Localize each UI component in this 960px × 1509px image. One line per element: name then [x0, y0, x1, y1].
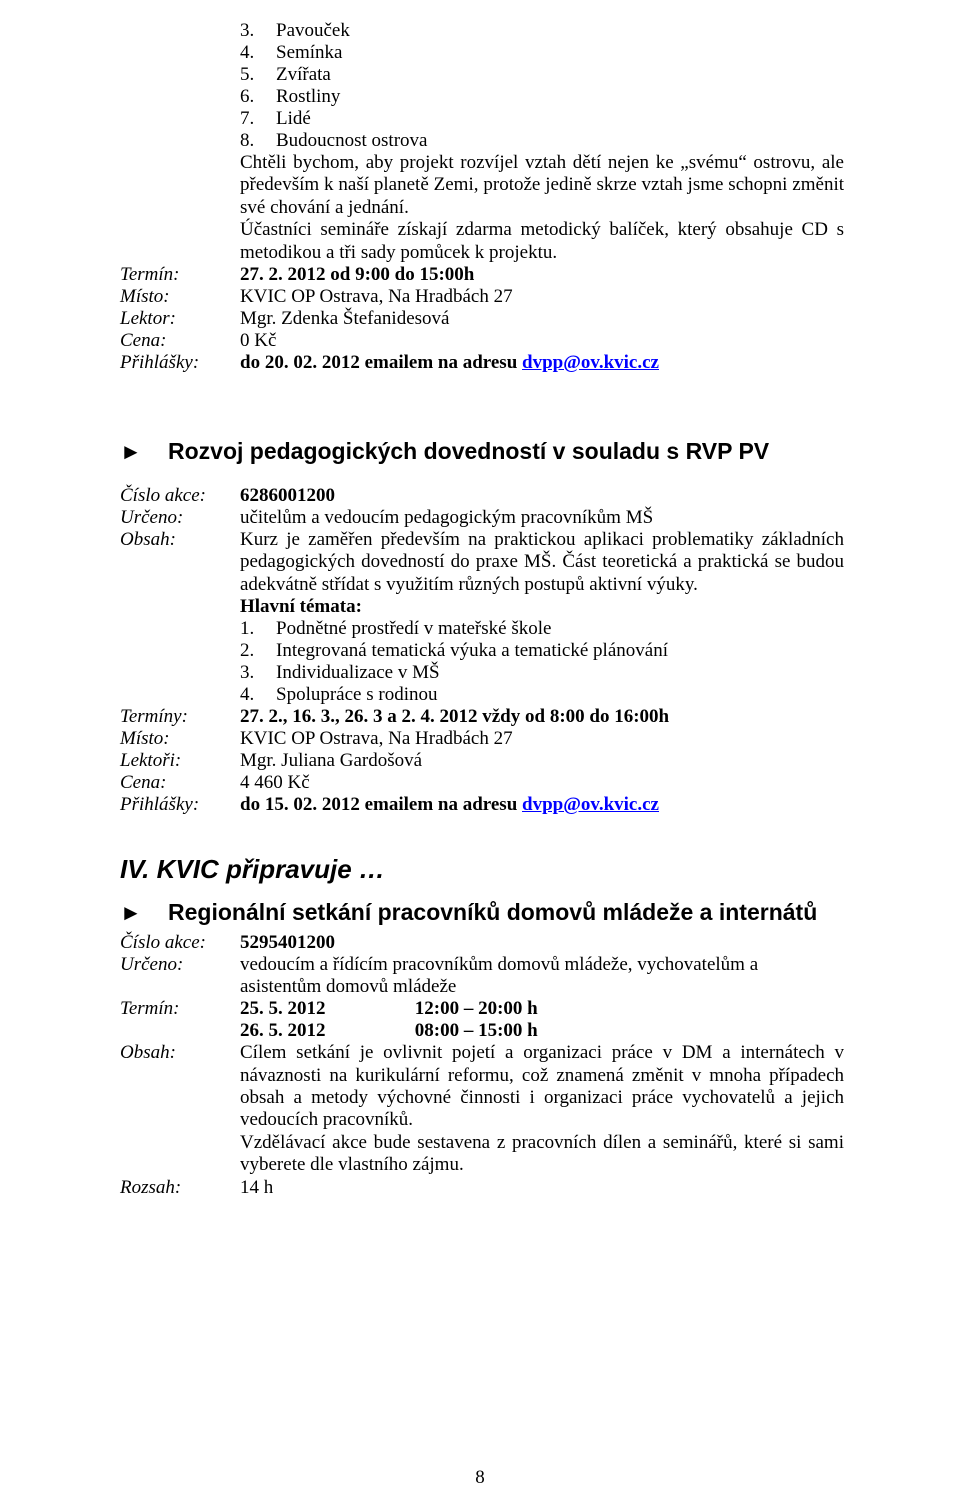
termin-date: 25. 5. 2012	[240, 998, 410, 1020]
field-label-lektor: Lektor:	[120, 308, 240, 330]
field-value-obsah-p2: Vzdělávací akce bude sestavena z pracovn…	[120, 1132, 844, 1177]
field-value-prihlasky: do 15. 02. 2012 emailem na adresu dvpp@o…	[240, 794, 844, 816]
topic-list: 3.Pavouček 4.Semínka 5.Zvířata 6.Rostlin…	[120, 20, 844, 152]
field-value-misto: KVIC OP Ostrava, Na Hradbách 27	[240, 728, 844, 750]
list-text: Spolupráce s rodinou	[276, 684, 844, 706]
list-text: Podnětné prostředí v mateřské škole	[276, 618, 844, 640]
list-num: 2.	[240, 640, 276, 662]
field-label-cena: Cena:	[120, 330, 240, 352]
field-label-prihlasky: Přihlášky:	[120, 352, 240, 374]
list-text: Semínka	[276, 42, 844, 64]
field-value-terminy: 27. 2., 16. 3., 26. 3 a 2. 4. 2012 vždy …	[240, 706, 844, 728]
prihlasky-prefix: do 15. 02. 2012 emailem na adresu	[240, 794, 522, 815]
field-value-misto: KVIC OP Ostrava, Na Hradbách 27	[240, 286, 844, 308]
field-label-rozsah: Rozsah:	[120, 1177, 240, 1199]
list-text: Lidé	[276, 108, 844, 130]
field-label-termin: Termín:	[120, 998, 240, 1020]
field-value-termin: 27. 2. 2012 od 9:00 do 15:00h	[240, 264, 844, 286]
prihlasky-prefix: do 20. 02. 2012 emailem na adresu	[240, 352, 522, 373]
hlavni-temata-list: 1.Podnětné prostředí v mateřské škole 2.…	[120, 618, 844, 706]
field-value-obsah: Kurz je zaměřen především na praktickou …	[240, 529, 844, 596]
field-label-obsah: Obsah:	[120, 1042, 240, 1064]
section-title: IV. KVIC připravuje …	[120, 854, 844, 885]
event-title: Rozvoj pedagogických dovedností v soulad…	[168, 438, 769, 465]
field-value-cena: 4 460 Kč	[240, 772, 844, 794]
field-value-termin-row: 26. 5. 2012 08:00 – 15:00 h	[240, 1020, 844, 1042]
list-text: Budoucnost ostrova	[276, 130, 844, 152]
list-num: 4.	[240, 684, 276, 706]
field-label-terminy: Termíny:	[120, 706, 240, 728]
event-title: Regionální setkání pracovníků domovů mlá…	[168, 899, 817, 926]
field-value-obsah-p1: Cílem setkání je ovlivnit pojetí a organ…	[240, 1042, 844, 1132]
list-num: 3.	[240, 20, 276, 42]
field-value-termin-row: 25. 5. 2012 12:00 – 20:00 h	[240, 998, 844, 1020]
list-num: 6.	[240, 86, 276, 108]
field-value-cislo: 5295401200	[240, 932, 844, 954]
termin-date: 26. 5. 2012	[240, 1020, 410, 1042]
field-value-urceno: učitelům a vedoucím pedagogickým pracovn…	[240, 507, 844, 529]
email-link[interactable]: dvpp@ov.kvic.cz	[522, 352, 659, 373]
hlavni-temata-label: Hlavní témata:	[120, 596, 844, 618]
field-value-cena: 0 Kč	[240, 330, 844, 352]
page-number: 8	[0, 1467, 960, 1489]
list-num: 1.	[240, 618, 276, 640]
email-link[interactable]: dvpp@ov.kvic.cz	[522, 794, 659, 815]
field-label-urceno: Určeno:	[120, 507, 240, 529]
list-text: Integrovaná tematická výuka a tematické …	[276, 640, 844, 662]
arrow-icon: ►	[120, 439, 168, 465]
field-label-cislo: Číslo akce:	[120, 485, 240, 507]
list-num: 4.	[240, 42, 276, 64]
list-num: 8.	[240, 130, 276, 152]
field-label-lektori: Lektoři:	[120, 750, 240, 772]
field-value-lektor: Mgr. Zdenka Štefanidesová	[240, 308, 844, 330]
arrow-icon: ►	[120, 900, 168, 926]
field-label-misto: Místo:	[120, 728, 240, 750]
field-label-obsah: Obsah:	[120, 529, 240, 551]
list-text: Individualizace v MŠ	[276, 662, 844, 684]
list-text: Zvířata	[276, 64, 844, 86]
termin-time: 08:00 – 15:00 h	[415, 1020, 538, 1041]
field-label-prihlasky: Přihlášky:	[120, 794, 240, 816]
field-label-urceno: Určeno:	[120, 954, 240, 976]
list-text: Rostliny	[276, 86, 844, 108]
field-value-cislo: 6286001200	[240, 485, 844, 507]
list-num: 3.	[240, 662, 276, 684]
field-label-termin: Termín:	[120, 264, 240, 286]
field-label-cena: Cena:	[120, 772, 240, 794]
field-value-urceno: vedoucím a řídícím pracovníkům domovů ml…	[240, 954, 844, 998]
field-value-prihlasky: do 20. 02. 2012 emailem na adresu dvpp@o…	[240, 352, 844, 374]
list-num: 7.	[240, 108, 276, 130]
intro-paragraph-1: Chtěli bychom, aby projekt rozvíjel vzta…	[120, 152, 844, 219]
list-num: 5.	[240, 64, 276, 86]
field-value-lektori: Mgr. Juliana Gardošová	[240, 750, 844, 772]
field-label-cislo: Číslo akce:	[120, 932, 240, 954]
list-text: Pavouček	[276, 20, 844, 42]
intro-paragraph-2: Účastníci semináře získají zdarma metodi…	[120, 219, 844, 264]
field-value-rozsah: 14 h	[240, 1177, 844, 1199]
termin-time: 12:00 – 20:00 h	[415, 998, 538, 1019]
field-label-misto: Místo:	[120, 286, 240, 308]
